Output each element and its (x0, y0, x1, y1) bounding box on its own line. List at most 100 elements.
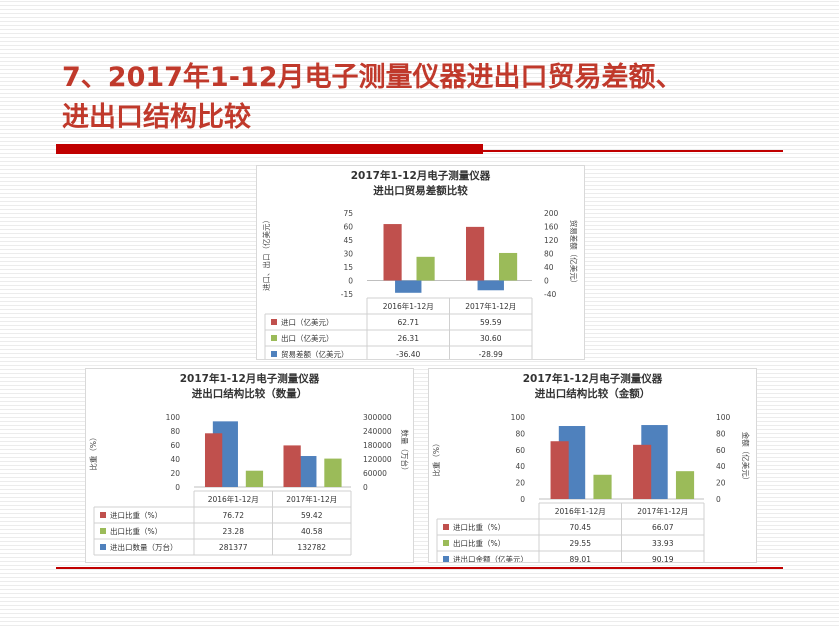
y2-tick-label: 40 (716, 462, 726, 471)
y2-tick-label: 80 (544, 250, 554, 259)
y2-axis-title: 贸易差额（亿美元） (569, 220, 579, 288)
y-tick-label: 80 (515, 429, 525, 438)
bar-0-s0-1 (466, 226, 485, 281)
y2-tick-label: 160 (544, 223, 559, 232)
data-label: 59.42 (301, 511, 323, 520)
y-tick-label: 15 (343, 263, 353, 272)
y-axis-title: 比重（%） (431, 439, 441, 476)
legend-swatch (271, 335, 277, 341)
legend-swatch (271, 319, 277, 325)
y2-axis-title: 金额（亿美元） (741, 432, 751, 485)
bar-1-s0-0 (204, 433, 223, 487)
category-label: 2017年1-12月 (637, 506, 688, 516)
data-label: 59.59 (480, 318, 502, 327)
legend-label: 出口（亿美元） (281, 333, 334, 343)
y-axis-title: 进口、出口（亿美元） (261, 216, 271, 291)
data-label: 89.01 (570, 555, 592, 562)
y2-tick-label: 300000 (363, 413, 392, 422)
bar-0-right-1 (477, 280, 504, 291)
chart-title-line: 进出口结构比较（金额） (535, 387, 651, 400)
legend-label: 进出口金额（亿美元） (453, 554, 528, 562)
y2-tick-label: 120000 (363, 455, 392, 464)
slide-title: 7、2017年1-12月电子测量仪器进出口贸易差额、 进出口结构比较 (62, 58, 802, 138)
bar-0-s1-1 (499, 252, 518, 281)
data-label: 33.93 (652, 539, 674, 548)
y2-tick-label: 0 (544, 277, 549, 286)
y-tick-label: 80 (170, 427, 180, 436)
y-tick-label: 20 (515, 479, 525, 488)
legend-label: 进出口数量（万台） (110, 542, 178, 552)
y2-tick-label: 0 (716, 495, 721, 504)
chart-title-line: 进出口贸易差额比较 (373, 184, 468, 197)
y-tick-label: -15 (341, 290, 353, 299)
y-tick-label: 0 (520, 495, 525, 504)
bar-0-s0-0 (383, 224, 402, 281)
bar-1-s0-1 (283, 445, 301, 487)
legend-swatch (443, 540, 449, 546)
y-tick-label: 20 (170, 469, 180, 478)
data-label: 40.58 (301, 527, 323, 536)
y-tick-label: 100 (166, 413, 181, 422)
legend-label: 进口比重（%） (453, 522, 505, 532)
y2-tick-label: 120 (544, 236, 559, 245)
y-tick-label: 0 (175, 483, 180, 492)
legend-swatch (100, 512, 106, 518)
chart-title-line: 进出口结构比较（数量） (192, 387, 308, 400)
y-axis-title: 比重（%） (88, 433, 98, 470)
bar-1-s1-0 (245, 470, 264, 487)
y-tick-label: 0 (348, 277, 353, 286)
chart-title-line: 2017年1-12月电子测量仪器 (180, 372, 320, 385)
legend-label: 进口（亿美元） (281, 317, 334, 327)
y2-tick-label: 40 (544, 263, 554, 272)
data-label: 70.45 (570, 523, 592, 532)
chart-structure-quantity: 2017年1-12月电子测量仪器 进出口结构比较（数量） 100 80 60 40 20 0 3… (85, 368, 414, 563)
bar-2-s0-1 (633, 444, 652, 499)
data-label: 281377 (219, 543, 248, 552)
y2-tick-label: 240000 (363, 427, 392, 436)
y2-tick-label: -40 (544, 290, 556, 299)
chart-title-line: 2017年1-12月电子测量仪器 (351, 169, 491, 182)
bar-2-s1-0 (593, 474, 612, 499)
data-label: 132782 (297, 543, 326, 552)
y-tick-label: 60 (170, 441, 180, 450)
legend-swatch (443, 556, 449, 562)
legend-swatch (100, 528, 106, 534)
legend-label: 贸易差额（亿美元） (281, 349, 349, 359)
legend-label: 出口比重（%） (110, 526, 162, 536)
bar-2-s0-0 (550, 441, 569, 499)
y2-tick-label: 80 (716, 429, 726, 438)
bar-1-s1-1 (324, 458, 342, 487)
data-label: 90.19 (652, 555, 674, 562)
bar-0-s1-0 (416, 256, 435, 281)
title-underline-rule (483, 150, 783, 152)
data-label: 23.28 (223, 527, 245, 536)
data-label: 76.72 (223, 511, 245, 520)
category-label: 2016年1-12月 (208, 494, 259, 504)
slide-title-line-2: 进出口结构比较 (62, 102, 251, 133)
slide-title-line-1: 7、2017年1-12月电子测量仪器进出口贸易差额、 (62, 62, 683, 93)
footer-rule (56, 567, 783, 569)
bar-0-right-0 (395, 280, 422, 293)
data-label: -36.40 (396, 350, 420, 359)
category-label: 2016年1-12月 (383, 301, 434, 311)
y2-tick-label: 20 (716, 479, 726, 488)
y2-axis-title: 数量（万台） (400, 430, 410, 475)
legend-swatch (271, 351, 277, 357)
category-label: 2016年1-12月 (555, 506, 606, 516)
title-underline-bar (56, 144, 483, 154)
data-label: -28.99 (479, 350, 503, 359)
y2-tick-label: 60000 (363, 469, 387, 478)
legend-swatch (443, 524, 449, 530)
data-label: 26.31 (398, 334, 420, 343)
y-tick-label: 100 (511, 413, 526, 422)
chart-title-line: 2017年1-12月电子测量仪器 (523, 372, 663, 385)
legend-label: 进口比重（%） (110, 510, 162, 520)
y2-tick-label: 180000 (363, 441, 392, 450)
category-label: 2017年1-12月 (465, 301, 516, 311)
y-tick-label: 30 (343, 250, 353, 259)
chart-structure-amount: 2017年1-12月电子测量仪器 进出口结构比较（金额） 100 80 60 40 20 0 1… (428, 368, 757, 563)
y-tick-label: 75 (343, 209, 353, 218)
bar-2-s1-1 (675, 471, 695, 499)
